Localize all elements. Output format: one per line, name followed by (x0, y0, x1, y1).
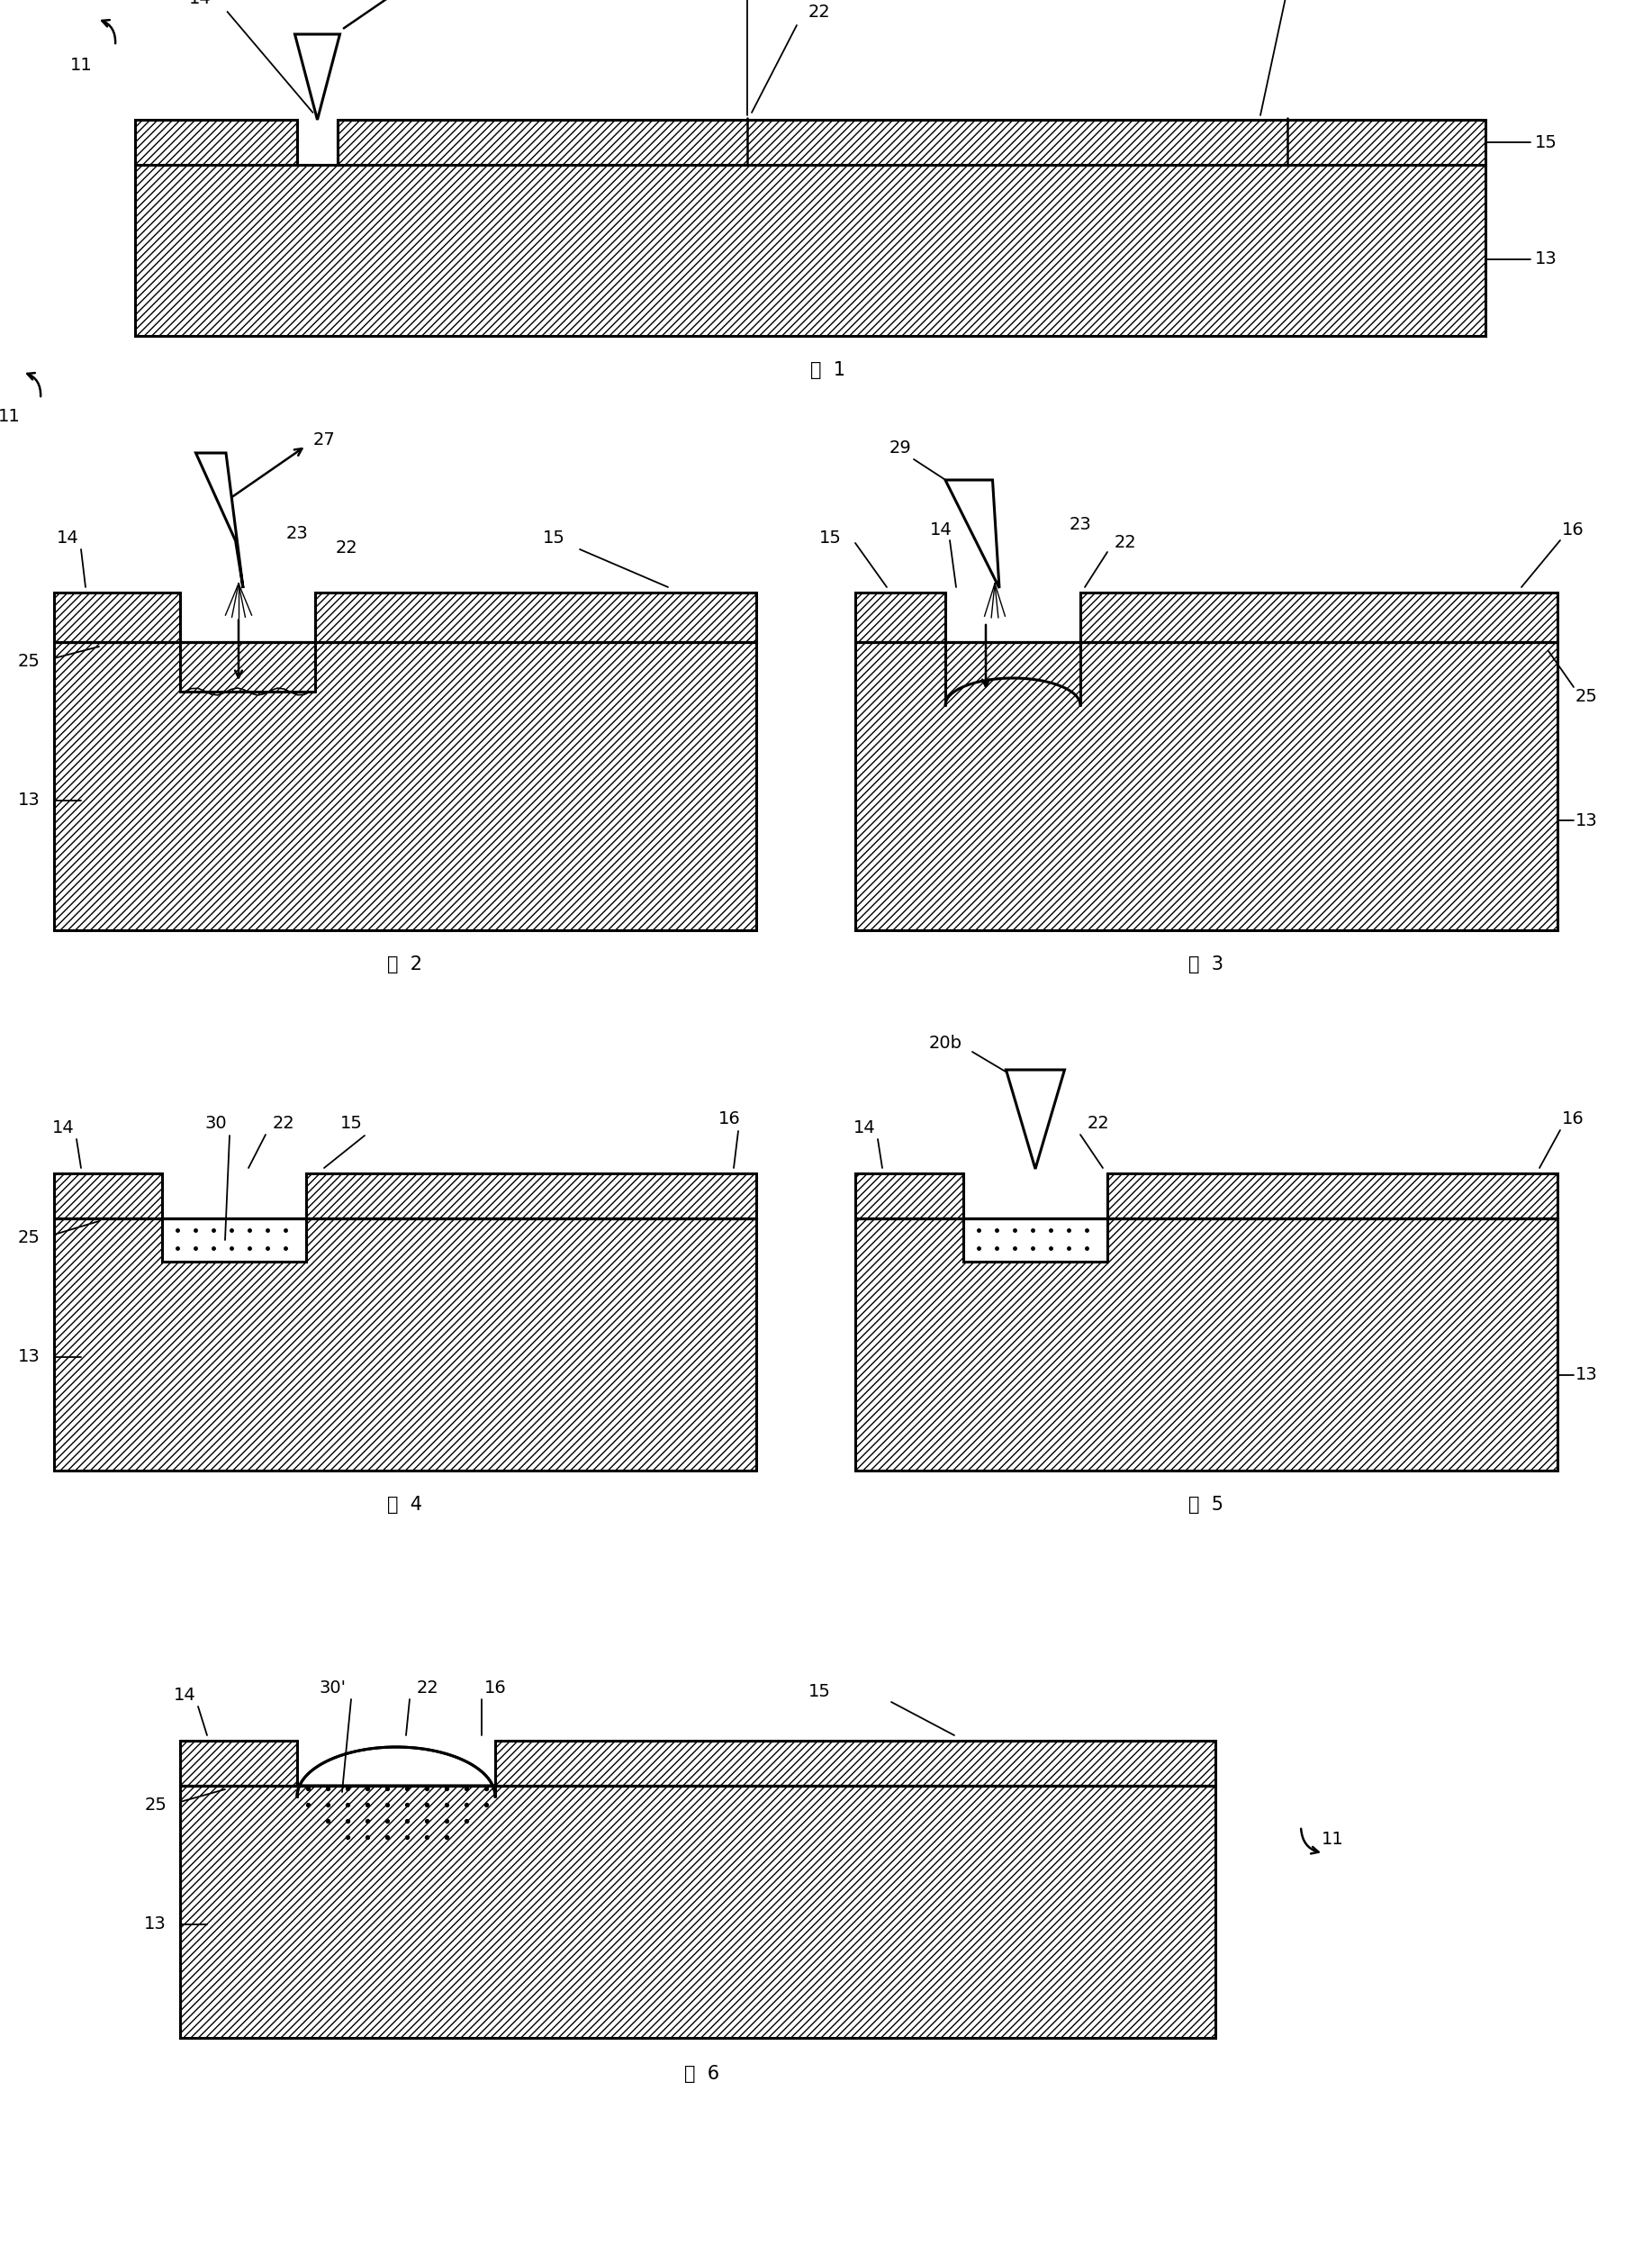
Text: 图  1: 图 1 (811, 362, 846, 380)
Text: 22: 22 (416, 1679, 439, 1697)
Bar (856, 1174, 963, 1217)
Text: 22: 22 (808, 2, 831, 20)
Text: 16: 16 (719, 1111, 740, 1127)
Text: 29: 29 (889, 439, 912, 457)
Text: 14: 14 (190, 0, 211, 7)
Text: 13: 13 (18, 1349, 41, 1365)
Text: 15: 15 (1535, 134, 1558, 152)
Bar (135, 120, 297, 165)
Text: 15: 15 (542, 530, 565, 548)
Text: 16: 16 (484, 1679, 506, 1697)
Bar (1080, 593, 1558, 643)
Polygon shape (1006, 1070, 1064, 1170)
Text: 11: 11 (69, 57, 93, 75)
Polygon shape (297, 1747, 496, 1797)
Bar (55, 1217, 757, 1471)
Text: 图  4: 图 4 (388, 1496, 423, 1514)
Bar (856, 593, 945, 643)
Text: 13: 13 (1576, 1367, 1597, 1383)
Bar (1107, 1174, 1558, 1217)
Text: 14: 14 (173, 1688, 195, 1704)
Text: 25: 25 (18, 654, 41, 670)
Polygon shape (945, 480, 999, 588)
Bar (856, 643, 1558, 930)
Text: 13: 13 (18, 792, 41, 810)
Bar (55, 593, 180, 643)
Text: 图  2: 图 2 (388, 955, 423, 973)
Text: 14: 14 (56, 530, 79, 548)
Text: 22: 22 (1087, 1116, 1110, 1132)
Text: 23: 23 (1069, 516, 1092, 534)
Text: 11: 11 (1322, 1831, 1343, 1849)
Bar (180, 1740, 297, 1786)
Polygon shape (197, 453, 243, 588)
Text: 22: 22 (1113, 534, 1137, 552)
Bar (55, 643, 757, 930)
Text: 25: 25 (18, 1229, 41, 1247)
Bar (496, 1740, 1216, 1786)
Text: 30': 30' (319, 1679, 347, 1697)
Text: 22: 22 (273, 1116, 294, 1132)
Text: 14: 14 (51, 1120, 74, 1136)
Bar (306, 1174, 757, 1217)
Text: 15: 15 (340, 1116, 362, 1132)
Text: 图  3: 图 3 (1189, 955, 1224, 973)
Text: 14: 14 (852, 1120, 876, 1136)
Bar (180, 1786, 1216, 2039)
Bar (316, 593, 757, 643)
Bar (963, 1217, 1107, 1263)
Text: 30: 30 (205, 1116, 226, 1132)
Polygon shape (294, 34, 340, 120)
Text: 20b: 20b (928, 1034, 961, 1052)
Bar (337, 120, 1485, 165)
Text: 23: 23 (286, 525, 309, 543)
Text: 13: 13 (144, 1917, 167, 1933)
Text: 图  6: 图 6 (684, 2064, 720, 2082)
Text: 16: 16 (1563, 1111, 1584, 1127)
Bar (856, 1217, 1558, 1471)
Text: 13: 13 (1535, 251, 1558, 267)
Text: 15: 15 (819, 530, 843, 548)
Bar (162, 1217, 306, 1263)
Text: 13: 13 (1576, 812, 1597, 828)
Text: 27: 27 (312, 430, 335, 448)
Text: 25: 25 (144, 1797, 167, 1815)
Bar (55, 1174, 162, 1217)
Text: 22: 22 (335, 539, 358, 557)
Text: 图  5: 图 5 (1189, 1496, 1224, 1514)
Bar (135, 165, 1485, 335)
Text: 25: 25 (1576, 688, 1597, 704)
Text: 14: 14 (930, 520, 952, 539)
Text: 16: 16 (1563, 520, 1584, 539)
Text: 15: 15 (808, 1684, 831, 1700)
Text: 11: 11 (0, 407, 20, 425)
